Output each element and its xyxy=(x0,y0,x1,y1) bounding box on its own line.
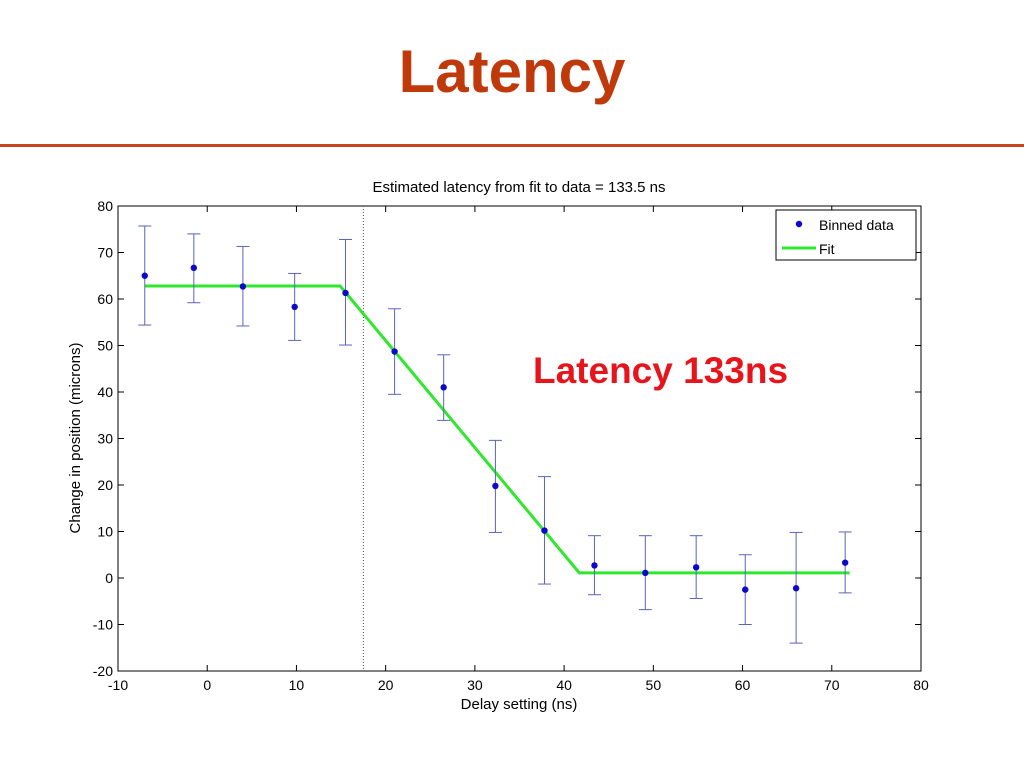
y-tick-label: 80 xyxy=(97,198,113,214)
y-tick-label: 30 xyxy=(97,431,113,447)
axis-ticks xyxy=(117,205,922,672)
legend-marker-binned xyxy=(795,220,803,228)
data-point xyxy=(141,272,148,279)
y-tick-label: -20 xyxy=(93,663,113,679)
x-tick-label: -10 xyxy=(108,677,128,693)
data-point xyxy=(440,384,447,391)
y-tick-label: 10 xyxy=(97,524,113,540)
x-tick-label: 70 xyxy=(824,677,840,693)
y-tick-label: 20 xyxy=(97,477,113,493)
y-tick-label: 70 xyxy=(97,245,113,261)
y-tick-label: 50 xyxy=(97,338,113,354)
x-tick-label: 50 xyxy=(646,677,662,693)
legend-label-binned: Binned data xyxy=(819,217,894,233)
y-tick-label: -10 xyxy=(93,617,113,633)
legend-label-fit: Fit xyxy=(819,241,835,257)
data-point xyxy=(492,482,499,490)
data-points xyxy=(141,264,849,593)
chart-title: Estimated latency from fit to data = 133… xyxy=(372,179,665,196)
x-tick-label: 0 xyxy=(203,677,211,693)
data-point xyxy=(391,348,398,355)
data-point xyxy=(190,264,198,272)
x-tick-label: 20 xyxy=(378,677,394,693)
x-tick-label: 80 xyxy=(913,677,929,693)
data-point xyxy=(692,564,700,571)
data-point xyxy=(239,283,247,290)
page-title: Latency xyxy=(398,38,626,105)
y-tick-label: 60 xyxy=(97,291,113,307)
data-point xyxy=(792,585,800,592)
legend: Binned data Fit xyxy=(775,209,917,261)
x-tick-label: 60 xyxy=(735,677,751,693)
x-tick-label: 30 xyxy=(467,677,483,693)
latency-annotation: Latency 133ns xyxy=(533,350,788,391)
y-axis-label: Change in position (microns) xyxy=(67,343,84,534)
data-point xyxy=(642,569,649,577)
data-point xyxy=(841,559,849,566)
data-point xyxy=(742,586,749,593)
plot-area xyxy=(117,205,922,672)
title-divider xyxy=(0,144,1024,147)
legend-box xyxy=(775,209,917,261)
x-axis-label: Delay setting (ns) xyxy=(461,696,578,713)
data-point xyxy=(342,289,349,297)
x-tick-label: 40 xyxy=(556,677,572,693)
data-point xyxy=(591,562,598,569)
data-point xyxy=(541,527,548,534)
x-tick-label: 10 xyxy=(289,677,305,693)
y-tick-label: 0 xyxy=(105,570,113,586)
data-point xyxy=(291,303,298,311)
y-tick-label: 40 xyxy=(97,384,113,400)
axis-tick-labels: -10 0 10 20 30 40 50 60 70 80-20-1001020304050607… xyxy=(93,198,929,693)
